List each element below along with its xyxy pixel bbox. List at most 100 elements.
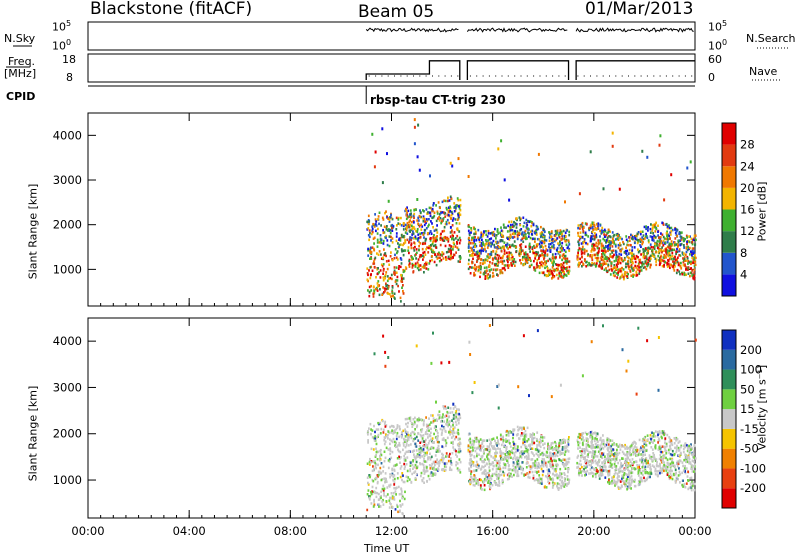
velocity-pixel (629, 448, 631, 451)
velocity-pixel (397, 444, 399, 447)
power-pixel (620, 262, 622, 265)
velocity-pixel (449, 453, 451, 456)
power-pixel (568, 243, 570, 246)
power-pixel (390, 214, 392, 217)
power-pixel (402, 284, 404, 287)
power-pixel (539, 265, 541, 268)
velocity-pixel (392, 441, 394, 444)
power-pixel (692, 247, 694, 250)
velocity-pixel (475, 464, 477, 467)
velocity-pixel (493, 438, 495, 441)
power-pixel (684, 258, 686, 261)
power-pixel (674, 228, 676, 231)
power-pixel (581, 242, 583, 245)
power-pixel (553, 276, 555, 279)
power-pixel (426, 218, 428, 221)
velocity-pixel (423, 454, 425, 457)
power-pixel (479, 267, 481, 270)
power-pixel (533, 260, 535, 263)
velocity-pixel (393, 469, 395, 472)
power-pixel (610, 241, 612, 244)
velocity-pixel (399, 451, 401, 454)
velocity-pixel (494, 481, 496, 484)
power-pixel (691, 274, 693, 277)
velocity-pixel (388, 499, 390, 502)
power-pixel (621, 275, 623, 278)
power-pixel (482, 235, 484, 238)
velocity-pixel (601, 441, 603, 444)
power-pixel (454, 210, 456, 213)
power-pixel (523, 225, 525, 228)
power-pixel (406, 229, 408, 232)
power-pixel (580, 236, 582, 239)
power-pixel (448, 214, 450, 217)
velocity-pixel (498, 482, 500, 485)
velocity-pixel (383, 429, 385, 432)
velocity-pixel (522, 453, 524, 456)
velocity-pixel (432, 441, 434, 444)
power-pixel-far (497, 147, 499, 150)
power-pixel (497, 230, 499, 233)
velocity-pixel (533, 474, 535, 477)
power-pixel (591, 248, 593, 251)
power-pixel (553, 260, 555, 263)
power-pixel (639, 261, 641, 264)
power-pixel (448, 248, 450, 251)
power-pixel (411, 221, 413, 224)
power-pixel (681, 231, 683, 234)
power-pixel (420, 236, 422, 239)
power-pixel (631, 257, 633, 260)
power-pixel (396, 240, 398, 243)
velocity-pixel (420, 418, 422, 421)
velocity-pixel (455, 414, 457, 417)
velocity-pixel (419, 419, 421, 422)
power-pixel (439, 219, 441, 222)
power-pixel (583, 264, 585, 267)
velocity-pixel (445, 407, 447, 410)
velocity-pixel (558, 445, 560, 448)
power-pixel (478, 255, 480, 258)
velocity-pixel (483, 449, 485, 452)
power-pixel (658, 251, 660, 254)
power-pixel (596, 259, 598, 262)
power-pixel (645, 247, 647, 250)
power-pixel (620, 250, 622, 253)
power-pixel (560, 263, 562, 266)
velocity-pixel (377, 428, 379, 431)
velocity-pixel (527, 427, 529, 430)
power-pixel (594, 262, 596, 265)
power-pixel (427, 251, 429, 254)
power-pixel (453, 206, 455, 209)
power-pixel (400, 297, 402, 300)
velocity-pixel (555, 468, 557, 471)
power-pixel (612, 241, 614, 244)
power-pixel (383, 248, 385, 251)
power-pixel (507, 238, 509, 241)
velocity-pixel (524, 450, 526, 453)
velocity-pixel (385, 457, 387, 460)
velocity-pixel (496, 478, 498, 481)
velocity-pixel (658, 448, 660, 451)
velocity-pixel (389, 506, 391, 509)
power-pixel (387, 244, 389, 247)
power-pixel (686, 268, 688, 271)
power-pixel (590, 240, 592, 243)
power-pixel (583, 226, 585, 229)
power-pixel (544, 254, 546, 257)
velocity-pixel (584, 474, 586, 477)
power-pixel (504, 241, 506, 244)
power-pixel (530, 225, 532, 228)
power-pixel (686, 251, 688, 254)
velocity-pixel (561, 476, 563, 479)
power-pixel (423, 236, 425, 239)
power-pixel (420, 264, 422, 267)
power-pixel (456, 242, 458, 245)
velocity-pixel (521, 428, 523, 431)
velocity-pixel (395, 446, 397, 449)
velocity-pixel (520, 446, 522, 449)
power-pixel (686, 259, 688, 262)
power-pixel (613, 267, 615, 270)
power-pixel (662, 244, 664, 247)
power-pixel (595, 265, 597, 268)
power-pixel (442, 239, 444, 242)
